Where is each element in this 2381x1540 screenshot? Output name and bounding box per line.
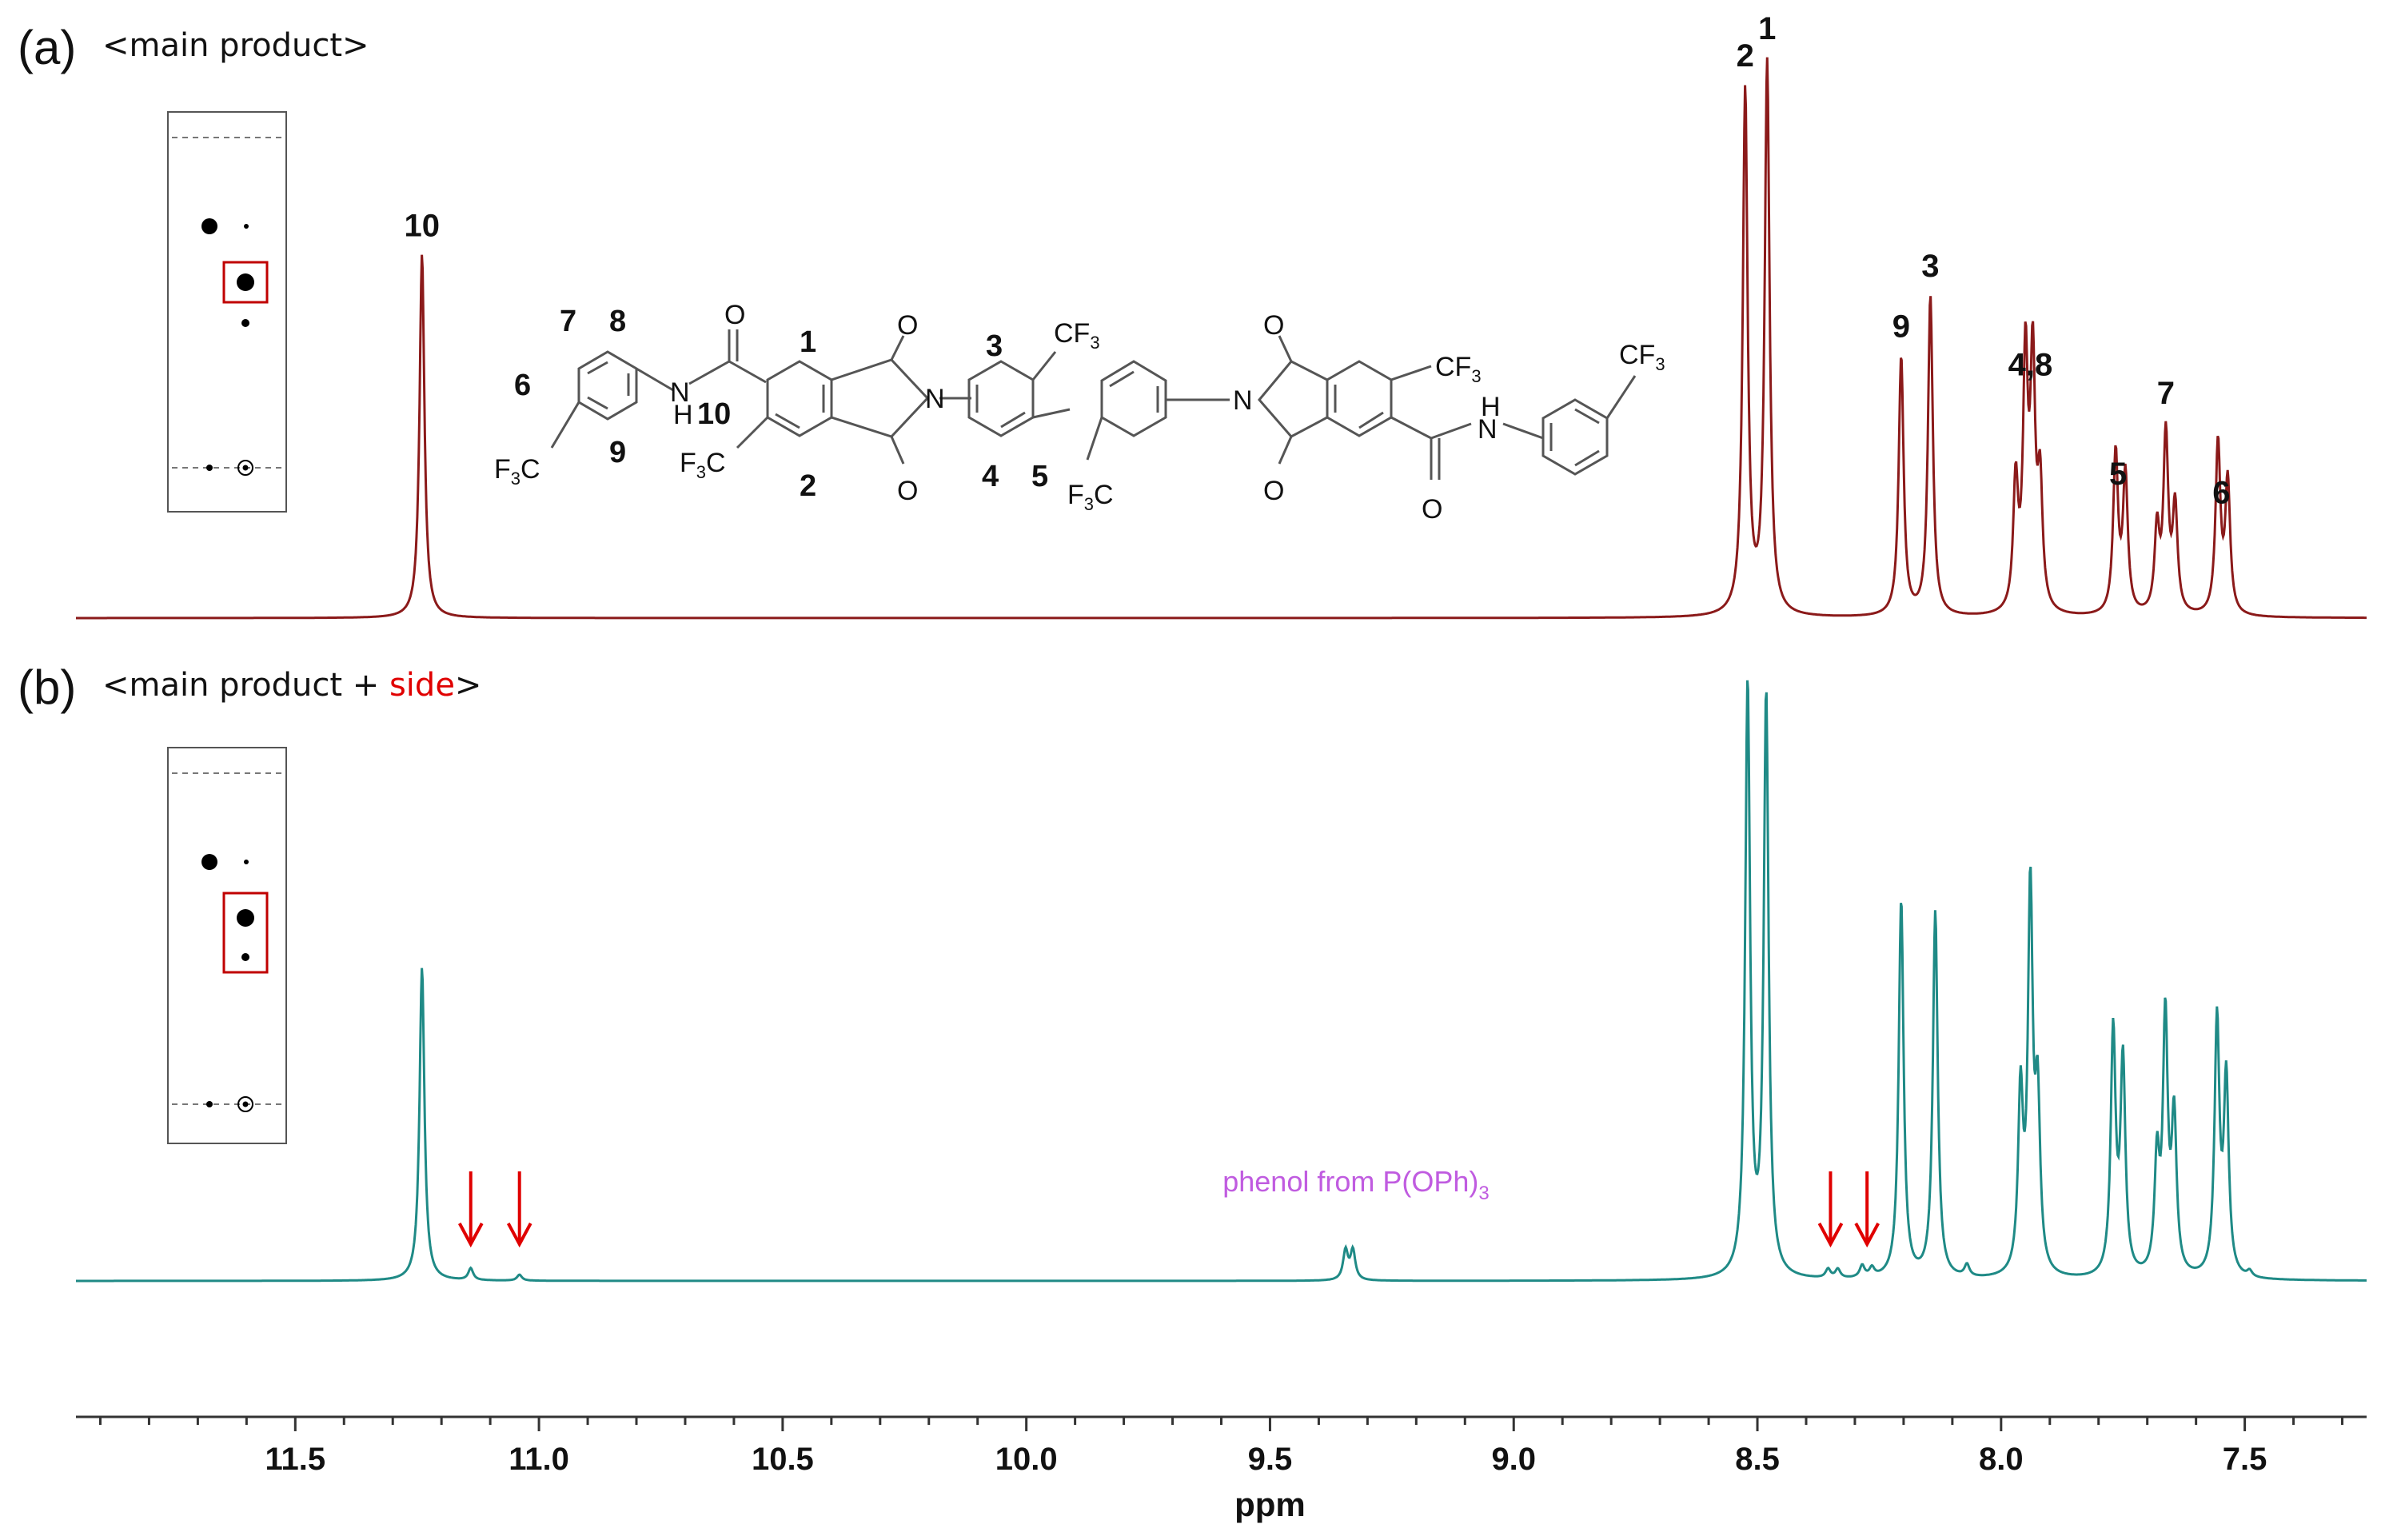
x-tick-label: 11.5 <box>265 1442 325 1477</box>
peak-label: 6 <box>2212 475 2230 510</box>
red-arrow <box>1817 1171 1844 1248</box>
svg-text:F3C: F3C <box>680 448 726 482</box>
svg-text:H: H <box>673 400 693 430</box>
panel-b-label: (b) <box>18 660 76 714</box>
x-tick-label: 9.0 <box>1491 1442 1536 1477</box>
svg-text:O: O <box>1422 494 1442 525</box>
svg-text:F3C: F3C <box>494 454 540 489</box>
x-tick-label: 8.0 <box>1979 1442 2024 1477</box>
peak-label: 5 <box>2109 457 2127 492</box>
red-arrow <box>506 1171 532 1248</box>
chemical-structure: N H O O O N N O O O N H F3C F3C CF3 F3C … <box>494 300 1665 525</box>
panel-a-label: (a) <box>18 21 76 74</box>
svg-text:9: 9 <box>609 436 626 469</box>
red-arrow <box>1854 1171 1880 1248</box>
x-tick-label: 10.0 <box>995 1442 1058 1477</box>
spectrum-line-b <box>76 680 2367 1283</box>
svg-text:O: O <box>897 476 918 506</box>
svg-text:CF3: CF3 <box>1435 352 1482 386</box>
svg-text:7: 7 <box>560 305 576 338</box>
peak-label: 2 <box>1737 38 1754 74</box>
svg-text:H: H <box>1481 392 1501 422</box>
x-axis-title: ppm <box>1234 1486 1306 1523</box>
panel-a-caption: <main product> <box>102 27 369 64</box>
svg-text:6: 6 <box>514 369 531 402</box>
x-tick-label: 10.5 <box>752 1442 814 1477</box>
red-arrow <box>457 1171 484 1248</box>
svg-text:10: 10 <box>697 397 731 431</box>
svg-text:O: O <box>724 300 745 330</box>
x-tick-label: 11.0 <box>509 1442 569 1477</box>
svg-text:5: 5 <box>1031 460 1048 493</box>
spectrum-line-a <box>76 57 2367 620</box>
x-axis: 11.5 11.0 10.5 10.0 9.5 9.0 8.5 8.0 7.5 ppm <box>76 1415 2367 1523</box>
svg-text:4: 4 <box>982 460 999 493</box>
svg-text:1: 1 <box>800 325 816 359</box>
panel-b-caption: <main product + side> <box>102 667 481 704</box>
peak-label: 1 <box>1758 11 1776 46</box>
svg-text:O: O <box>1263 476 1284 506</box>
svg-text:F3C: F3C <box>1067 480 1114 514</box>
phenol-annotation: phenol from P(OPh)3 <box>1222 1165 1490 1204</box>
svg-text:N: N <box>670 377 690 408</box>
peak-label: 10 <box>405 209 441 244</box>
x-tick-label: 8.5 <box>1735 1442 1780 1477</box>
tlc-plate-b <box>167 747 287 1144</box>
svg-text:O: O <box>1263 310 1284 341</box>
peak-label: 3 <box>1921 249 1939 284</box>
svg-text:N: N <box>925 384 945 414</box>
svg-text:N: N <box>1233 385 1253 416</box>
svg-text:8: 8 <box>609 305 626 338</box>
peak-label: 7 <box>2157 376 2175 411</box>
svg-text:N: N <box>1478 414 1498 445</box>
tlc-plate-a <box>167 111 287 513</box>
x-tick-label: 9.5 <box>1248 1442 1293 1477</box>
svg-text:3: 3 <box>986 329 1003 363</box>
peak-label: 9 <box>1892 309 1910 345</box>
svg-text:O: O <box>897 310 918 341</box>
svg-text:2: 2 <box>800 469 816 503</box>
svg-text:CF3: CF3 <box>1619 340 1665 374</box>
x-tick-label: 7.5 <box>2223 1442 2267 1477</box>
peak-label: 4,8 <box>2008 348 2053 383</box>
svg-text:CF3: CF3 <box>1054 318 1100 353</box>
